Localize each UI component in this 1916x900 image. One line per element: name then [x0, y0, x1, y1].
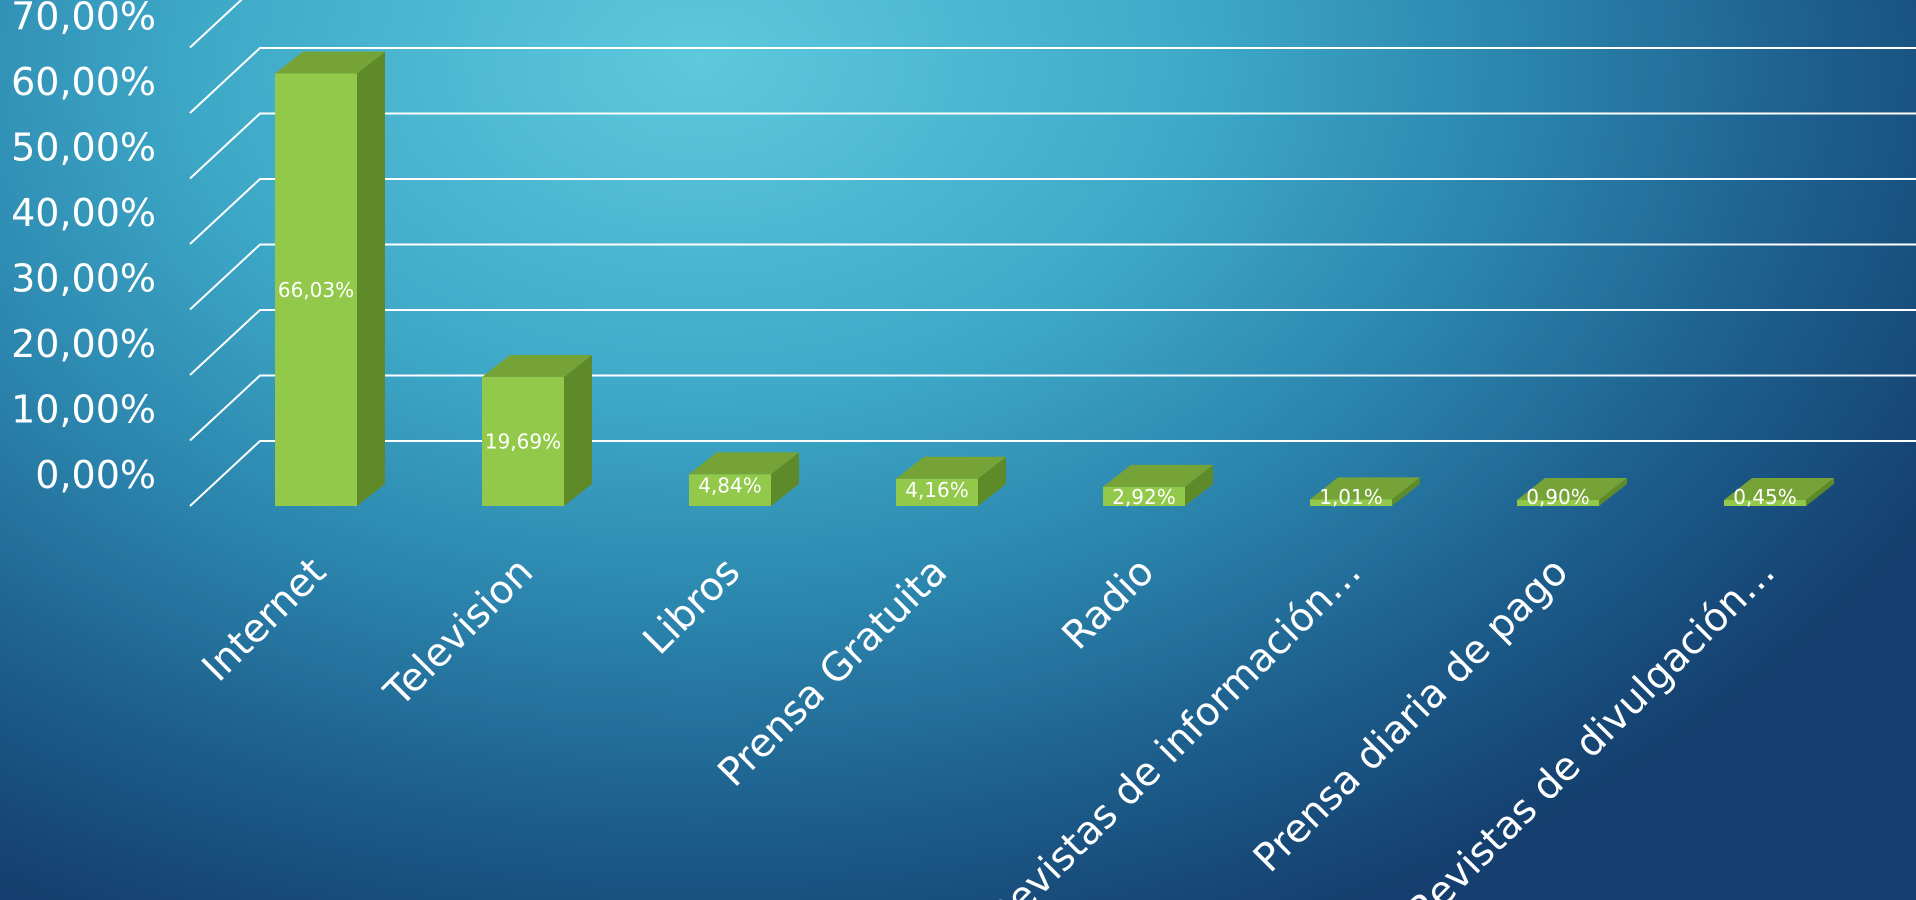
bar [482, 355, 592, 506]
category-label: Television [375, 549, 542, 716]
gridline [189, 112, 1916, 180]
bar [896, 456, 1006, 506]
bar-front [1517, 500, 1599, 506]
y-axis-ticks: 0,00% 10,00% 20,00% 30,00% 40,00% 50,00% 60,00… [11, 0, 156, 497]
data-label: 2,92% [1112, 485, 1176, 509]
bar [275, 51, 385, 506]
bar-side [771, 452, 799, 506]
bar-top [1310, 477, 1420, 500]
bar-side [1806, 478, 1834, 506]
bar-side [1185, 464, 1213, 506]
category-label: Revistas de información… [980, 549, 1370, 900]
data-label: 0,45% [1733, 485, 1797, 509]
bar-side [978, 456, 1006, 506]
y-tick-label: 70,00% [11, 0, 156, 39]
gridline [189, 243, 1916, 311]
bar-front [1103, 486, 1185, 506]
gridline [189, 309, 1916, 376]
category-label: Libros [635, 549, 749, 663]
category-label: Internet [194, 549, 335, 690]
data-label: 19,69% [485, 430, 561, 454]
bar [1517, 478, 1627, 506]
y-tick-label: 40,00% [11, 191, 156, 235]
bar-front [1724, 500, 1806, 506]
bar-front [275, 73, 357, 506]
data-label: 0,90% [1526, 485, 1590, 509]
bar-side [1392, 477, 1420, 506]
gridline [189, 178, 1916, 245]
gridline [189, 0, 243, 49]
bar [689, 452, 799, 506]
bar-top [1517, 478, 1627, 500]
y-tick-label: 30,00% [11, 257, 156, 301]
bar [1724, 478, 1834, 506]
data-labels: 66,03% 19,69% 4,84% 4,16% 2,92% 1,01% 0,90% 0,4… [278, 278, 1797, 509]
y-tick-label: 20,00% [11, 322, 156, 366]
y-tick-label: 0,00% [35, 453, 156, 497]
bar-front [1310, 499, 1392, 506]
y-tick-label: 60,00% [11, 60, 156, 104]
bar-top [275, 51, 385, 74]
bar [1310, 477, 1420, 506]
bar-front [482, 377, 564, 506]
category-label: Prensa Gratuita [710, 549, 956, 795]
bar-side [1599, 478, 1627, 506]
category-label: Revistas de divulgación… [1399, 549, 1784, 900]
data-label: 1,01% [1319, 485, 1383, 509]
bar-top [689, 452, 799, 475]
category-label: Radio [1054, 549, 1163, 658]
data-label: 66,03% [278, 278, 354, 302]
bar-front [896, 478, 978, 506]
bar-side [357, 51, 385, 506]
gridline [189, 374, 1916, 442]
gridlines [189, 0, 1916, 507]
bars [275, 51, 1834, 506]
bar [1103, 464, 1213, 506]
gridline [189, 47, 1916, 114]
bar-side [564, 355, 592, 506]
y-tick-label: 10,00% [11, 388, 156, 432]
bar-front [689, 474, 771, 506]
bar-top [1724, 478, 1834, 500]
bar-top [1103, 464, 1213, 487]
bar-top [482, 355, 592, 378]
y-tick-label: 50,00% [11, 126, 156, 170]
bar-top [896, 456, 1006, 479]
gridline [189, 440, 1916, 507]
data-label: 4,16% [905, 478, 969, 502]
data-label: 4,84% [698, 473, 762, 497]
